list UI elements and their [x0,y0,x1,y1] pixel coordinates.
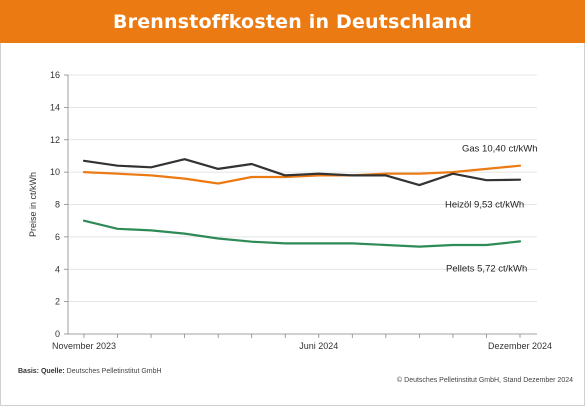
y-tick-label: 4 [55,264,60,274]
annotation-heizoel: Heizöl 9,53 ct/kWh [445,200,524,211]
y-tick-label: 10 [50,167,60,177]
y-tick-label: 14 [50,102,60,112]
x-tick-label: Juni 2024 [299,341,338,351]
footnote-quelle-text: Deutsches Pelletinstitut GmbH [66,368,162,375]
annotation-pellets: Pellets 5,72 ct/kWh [446,263,527,274]
series-line-gas [82,164,522,185]
footnote-copyright: © Deutsches Pelletinstitut GmbH, Stand D… [397,377,573,384]
x-tick-label: November 2023 [52,341,116,351]
y-tick-label: 0 [55,329,60,339]
y-tick-label: 6 [55,232,60,242]
footnote-basis-label: Basis: [18,368,40,375]
series-line-heizoel [82,158,522,187]
y-axis-label: Preise in ct/kWh [28,172,38,237]
x-tick-label: Dezember 2024 [488,341,552,351]
footnote-quelle-label: Quelle: [40,368,65,375]
y-tick-label: 16 [50,70,60,80]
y-tick-label: 2 [55,297,60,307]
footnote: Basis: Quelle: Deutsches Pelletinstitut … [18,367,573,385]
y-tick-label: 8 [55,200,60,210]
chart-title-banner: Brennstoffkosten in Deutschland [0,0,585,43]
chart-title: Brennstoffkosten in Deutschland [112,10,473,33]
line-chart: 0 2 4 6 8 10 12 14 16 November 2023 Juni 2024 Dezem… [28,70,552,351]
series-line-pellets [82,219,522,248]
annotation-gas: Gas 10,40 ct/kWh [462,144,538,155]
y-tick-label: 12 [50,135,60,145]
